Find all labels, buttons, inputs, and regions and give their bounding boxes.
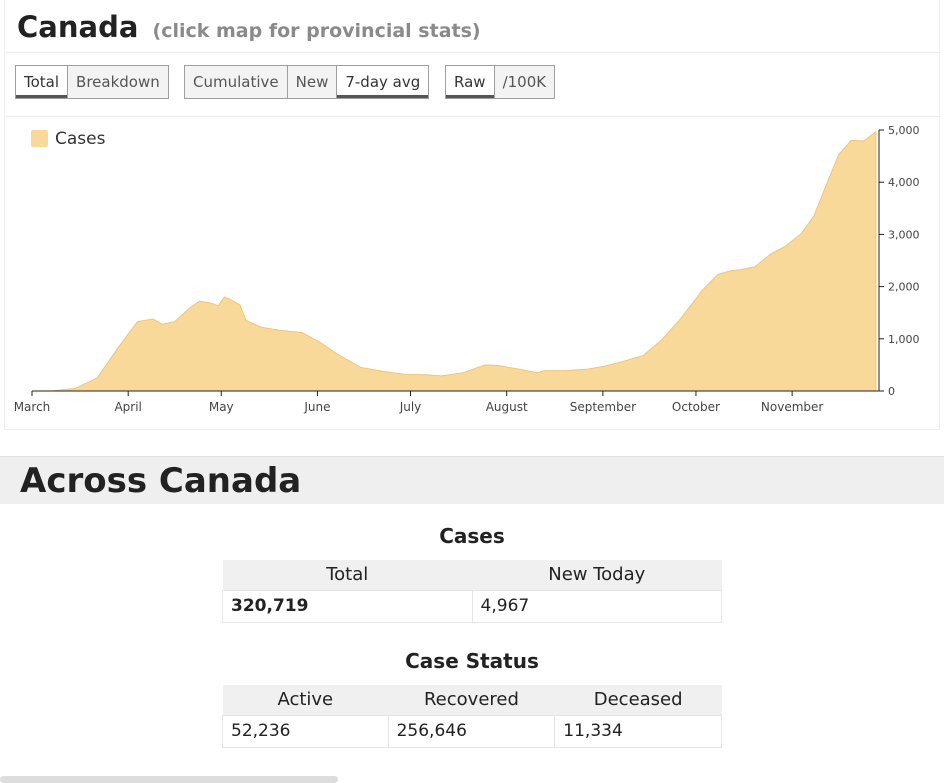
section-header: Across Canada: [0, 456, 944, 504]
x-tick-label: October: [672, 400, 720, 414]
active-header: Active: [222, 685, 389, 715]
y-tick-label: 1,000: [888, 333, 920, 346]
new-today-header: New Today: [472, 560, 722, 590]
x-tick-label: April: [114, 400, 141, 414]
y-tick-label: 2,000: [888, 281, 920, 294]
x-tick-label: May: [209, 400, 234, 414]
breakdown-button[interactable]: Breakdown: [68, 65, 169, 99]
y-tick-label: 0: [888, 385, 895, 398]
page-title-text: Canada: [17, 10, 139, 44]
cases-chart[interactable]: Cases 0 1,000 2,000 3,000 4,000 5,000 March Ap…: [5, 118, 941, 430]
x-tick-label: August: [486, 400, 528, 414]
plot-area: [31, 130, 877, 392]
seven-day-avg-button[interactable]: 7-day avg: [337, 65, 430, 99]
chart-card: Canada (click map for provincial stats) …: [4, 0, 941, 430]
legend-label-cases: Cases: [55, 129, 106, 149]
case-status-table: Active Recovered Deceased 52,236 256,646…: [222, 685, 722, 748]
total-header: Total: [222, 560, 473, 590]
raw-button[interactable]: Raw: [445, 65, 495, 99]
recovered-value: 256,646: [387, 714, 556, 748]
total-button[interactable]: Total: [15, 65, 69, 99]
cases-value-row: 320,719 4,967: [222, 589, 723, 623]
page-subtitle: (click map for provincial stats): [152, 20, 481, 42]
y-axis: 0 1,000 2,000 3,000 4,000 5,000: [878, 124, 920, 398]
x-tick-label: September: [570, 400, 636, 414]
recovered-header: Recovered: [388, 685, 555, 715]
new-today-value: 4,967: [471, 589, 723, 623]
chart-controls: Total Breakdown Cumulative New 7-day avg…: [5, 53, 941, 117]
deceased-header: Deceased: [554, 685, 722, 715]
y-tick-label: 5,000: [888, 124, 920, 137]
x-tick-label: November: [761, 400, 823, 414]
deceased-value: 11,334: [554, 714, 722, 748]
chart-area[interactable]: Cases 0 1,000 2,000 3,000 4,000 5,000 March Ap…: [5, 118, 941, 430]
new-button[interactable]: New: [287, 65, 338, 99]
status-header-row: Active Recovered Deceased: [222, 685, 722, 715]
x-axis: March April May June July August September Octo…: [14, 390, 879, 414]
title-row: Canada (click map for provincial stats): [5, 0, 941, 53]
x-tick-label: June: [303, 400, 330, 414]
per-100k-button[interactable]: /100K: [494, 65, 556, 99]
mode-toggle-group: Total Breakdown: [15, 65, 169, 99]
cumulative-button[interactable]: Cumulative: [184, 65, 288, 99]
x-tick-label: March: [14, 400, 51, 414]
page-title: Canada (click map for provincial stats): [17, 10, 481, 44]
scale-toggle-group: Raw /100K: [445, 65, 556, 99]
total-cases-value: 320,719: [222, 589, 473, 623]
status-value-row: 52,236 256,646 11,334: [222, 714, 722, 748]
cases-table: Total New Today 320,719 4,967: [222, 560, 723, 623]
horizontal-scrollbar[interactable]: [0, 776, 338, 783]
y-tick-label: 3,000: [888, 228, 920, 241]
series-area-cases[interactable]: [31, 130, 877, 392]
section-title: Across Canada: [20, 461, 302, 501]
case-status-table-title: Case Status: [405, 649, 539, 673]
chart-legend[interactable]: Cases: [31, 129, 106, 149]
y-tick-label: 4,000: [888, 176, 920, 189]
metric-toggle-group: Cumulative New 7-day avg: [184, 65, 430, 99]
legend-swatch-cases: [31, 130, 48, 147]
cases-table-title: Cases: [439, 524, 505, 548]
x-tick-label: July: [399, 400, 422, 414]
active-value: 52,236: [222, 714, 389, 748]
cases-header-row: Total New Today: [222, 560, 722, 590]
